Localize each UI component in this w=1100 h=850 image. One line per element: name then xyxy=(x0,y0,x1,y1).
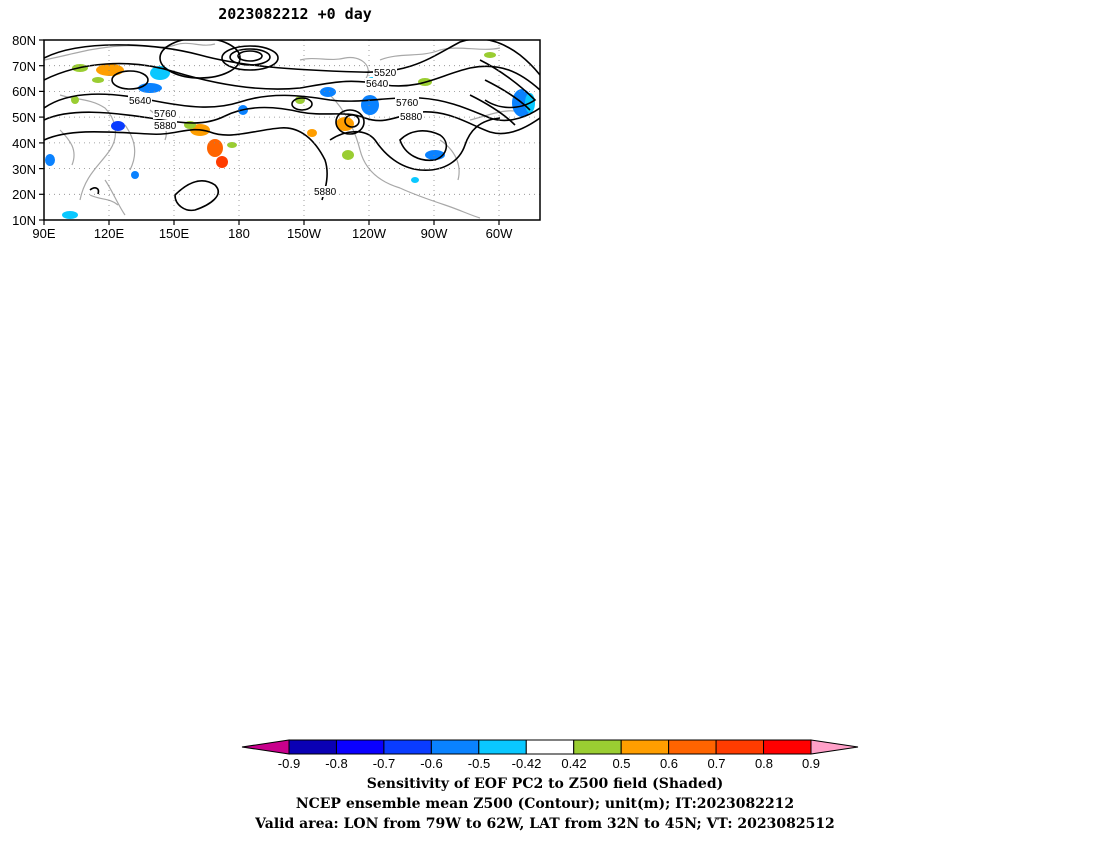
y-axis-labels: 80N 70N 60N 50N 40N 30N 20N 10N xyxy=(12,33,36,228)
x-axis-labels: 90E 120E 150E 180 150W 120W 90W 60W xyxy=(32,226,513,241)
lon-label: 180 xyxy=(228,226,250,241)
lon-label: 90W xyxy=(421,226,448,241)
colorbar-box xyxy=(525,739,575,755)
lat-label: 40N xyxy=(12,136,36,151)
lon-label: 150W xyxy=(287,226,322,241)
colorbar-box xyxy=(668,739,717,755)
contour-label: 5640 xyxy=(366,79,389,90)
map-area xyxy=(44,40,540,220)
colorbar-label: 0.42 xyxy=(561,756,586,771)
lat-label: 50N xyxy=(12,110,36,125)
colorbar-label: -0.9 xyxy=(278,756,300,771)
colorbar-box xyxy=(478,739,527,755)
z500-contours xyxy=(44,40,540,212)
colorbar-label: -0.42 xyxy=(512,756,542,771)
colorbar-box xyxy=(335,739,385,755)
colorbar-box xyxy=(383,739,432,755)
caption-shading: Sensitivity of EOF PC2 to Z500 field (Sh… xyxy=(366,776,724,792)
lon-label: 90E xyxy=(32,226,55,241)
lon-label: 120E xyxy=(94,226,125,241)
map-frame xyxy=(43,39,541,221)
contour-label: 5760 xyxy=(154,109,177,120)
colorbar-box xyxy=(763,739,812,755)
colorbar-box xyxy=(573,739,622,755)
colorbar-label: 0.9 xyxy=(802,756,820,771)
lon-label: 60W xyxy=(486,226,513,241)
axis-ticks xyxy=(39,39,500,225)
lon-label: 120W xyxy=(352,226,387,241)
colorbar-label: 0.7 xyxy=(707,756,725,771)
contour-labels: 5520 5640 5640 5760 5760 5880 5880 5880 xyxy=(128,67,423,198)
colorbar-label: 0.5 xyxy=(612,756,630,771)
colorbar-label: -0.6 xyxy=(420,756,442,771)
lat-label: 70N xyxy=(12,59,36,74)
caption-contour: NCEP ensemble mean Z500 (Contour); unit(… xyxy=(295,796,795,812)
colorbar-labels: -0.9 -0.8 -0.7 -0.6 -0.5 -0.42 0.42 0.5 … xyxy=(278,756,820,771)
colorbar-low-arrow xyxy=(241,739,290,755)
contour-label: 5520 xyxy=(374,68,397,79)
colorbar-label: -0.7 xyxy=(373,756,395,771)
contour-label: 5760 xyxy=(396,98,419,109)
lat-label: 30N xyxy=(12,162,36,177)
colorbar-high-arrow xyxy=(810,739,859,755)
lat-label: 60N xyxy=(12,84,36,99)
colorbar: -0.9 -0.8 -0.7 -0.6 -0.5 -0.42 0.42 0.5 … xyxy=(241,739,859,771)
colorbar-box xyxy=(715,739,765,755)
lat-label: 20N xyxy=(12,187,36,202)
contour-label: 5640 xyxy=(129,96,152,107)
colorbar-box xyxy=(288,739,337,755)
colorbar-boxes xyxy=(288,739,812,755)
chart-title: 2023082212 +0 day xyxy=(218,5,372,23)
colorbar-box xyxy=(620,739,670,755)
contour-label: 5880 xyxy=(154,121,177,132)
contour-label: 5880 xyxy=(400,112,423,123)
colorbar-label: -0.5 xyxy=(468,756,490,771)
caption-valid-area: Valid area: LON from 79W to 62W, LAT fro… xyxy=(255,816,835,832)
colorbar-label: 0.8 xyxy=(755,756,773,771)
lat-label: 10N xyxy=(12,213,36,228)
colorbar-label: 0.6 xyxy=(660,756,678,771)
lat-label: 80N xyxy=(12,33,36,48)
contour-label: 5880 xyxy=(314,187,337,198)
colorbar-label: -0.8 xyxy=(325,756,347,771)
map-gridlines xyxy=(44,40,540,220)
lon-label: 150E xyxy=(159,226,190,241)
colorbar-box xyxy=(430,739,480,755)
